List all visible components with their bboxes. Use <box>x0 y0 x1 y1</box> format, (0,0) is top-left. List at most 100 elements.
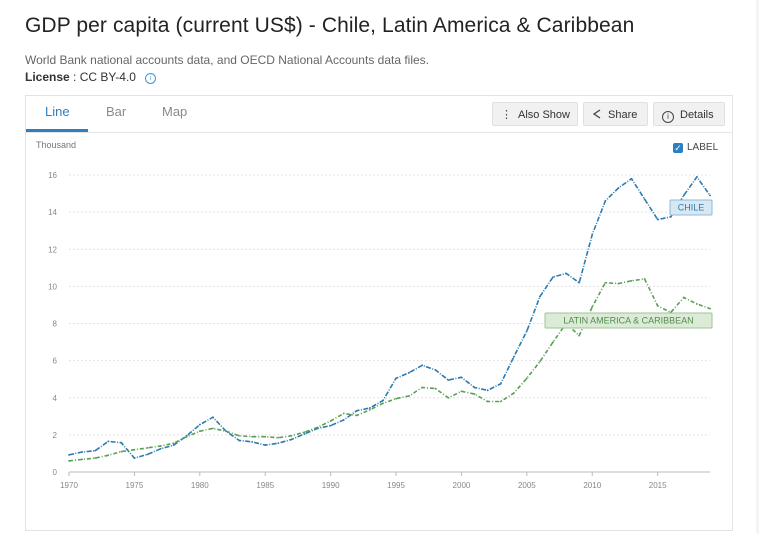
series-label-chile-box <box>669 199 713 216</box>
data-point-latam-1999 <box>447 396 450 399</box>
page-title: GDP per capita (current US$) - Chile, La… <box>25 14 635 37</box>
label-checkbox[interactable]: ✓ LABEL <box>673 142 718 153</box>
y-tick-label-2: 2 <box>53 431 58 440</box>
data-point-latam-1990 <box>329 420 332 422</box>
data-point-latam-1976 <box>146 446 149 449</box>
data-point-chile-2008 <box>565 272 568 275</box>
x-tick-label-2010: 2010 <box>583 481 601 490</box>
y-axis-units-label: Thousand <box>36 140 77 150</box>
info-circle-icon: i <box>662 103 674 127</box>
y-tick-label-12: 12 <box>48 245 57 254</box>
data-point-latam-1982 <box>225 430 227 433</box>
details-label: Details <box>680 109 714 121</box>
y-tick-label-8: 8 <box>53 320 58 329</box>
data-point-latam-2019 <box>709 307 711 310</box>
tab-bar[interactable]: Bar <box>106 104 127 119</box>
also-show-label: Also Show <box>518 109 570 121</box>
data-point-latam-2015 <box>656 304 659 307</box>
details-button[interactable]: i Details <box>653 102 725 126</box>
data-point-chile-1981 <box>211 416 214 419</box>
data-point-latam-1997 <box>421 386 424 389</box>
data-point-chile-1988 <box>303 433 306 435</box>
data-point-latam-1980 <box>198 430 201 433</box>
data-point-chile-1990 <box>329 424 332 427</box>
data-point-chile-1994 <box>382 399 384 402</box>
data-point-latam-2001 <box>473 393 476 395</box>
y-tick-label-16: 16 <box>48 171 57 180</box>
x-tick-label-1970: 1970 <box>60 481 78 490</box>
data-point-chile-1971 <box>81 451 83 453</box>
data-point-chile-1991 <box>342 419 345 421</box>
share-label: Share <box>608 109 638 121</box>
data-point-latam-2009 <box>578 334 581 337</box>
data-point-latam-2017 <box>682 296 685 299</box>
data-point-chile-1978 <box>172 444 175 446</box>
data-point-latam-2003 <box>499 400 502 403</box>
tab-line[interactable]: Line <box>45 104 70 119</box>
share-button[interactable]: Share <box>583 102 648 126</box>
data-point-latam-1994 <box>382 402 384 405</box>
data-point-latam-1975 <box>133 448 136 451</box>
info-icon[interactable]: i <box>145 73 157 84</box>
data-point-chile-1993 <box>368 407 371 409</box>
data-point-latam-1974 <box>120 450 123 453</box>
data-point-latam-2002 <box>486 400 489 403</box>
series-label-latam-box <box>544 312 713 329</box>
x-tick-label-1985: 1985 <box>256 481 274 490</box>
data-point-latam-2014 <box>643 278 646 280</box>
y-tick-label-10: 10 <box>48 282 57 291</box>
tab-map[interactable]: Map <box>162 104 188 119</box>
x-tick-label-1980: 1980 <box>191 481 209 490</box>
data-point-chile-1977 <box>159 447 162 450</box>
data-point-latam-1986 <box>277 436 280 439</box>
active-tab-indicator <box>26 129 88 132</box>
y-tick-label-6: 6 <box>53 357 58 366</box>
data-point-latam-1987 <box>290 434 293 437</box>
data-point-chile-2000 <box>460 376 463 379</box>
label-checkbox-text: LABEL <box>687 142 719 153</box>
data-point-chile-2005 <box>525 330 528 332</box>
share-icon <box>592 103 602 127</box>
data-point-latam-2000 <box>460 390 463 393</box>
data-point-latam-1991 <box>342 412 345 415</box>
data-point-chile-1992 <box>355 409 358 412</box>
vertical-ellipsis-icon: ⋮ <box>501 109 512 121</box>
data-point-latam-1989 <box>316 426 319 429</box>
x-tick-label-2000: 2000 <box>453 481 471 490</box>
data-point-latam-1972 <box>94 457 97 459</box>
data-point-chile-1997 <box>421 364 424 367</box>
series-line-chile <box>68 176 711 459</box>
series-label-latam: LATIN AMERICA & CARIBBEAN <box>563 316 693 326</box>
data-point-chile-1985 <box>264 444 267 446</box>
data-point-latam-1988 <box>303 431 306 433</box>
x-tick-label-1975: 1975 <box>126 481 144 490</box>
data-point-latam-2018 <box>696 303 698 305</box>
x-tick-label-2015: 2015 <box>649 481 667 490</box>
data-point-latam-2005 <box>525 377 528 380</box>
x-tick-label-1995: 1995 <box>387 481 405 490</box>
line-chart: 0 2 4 6 8 10 12 14 16 1970 1975 1980 1985 1990 1995 200… <box>48 171 713 490</box>
data-point-chile-2019 <box>709 194 711 197</box>
data-point-latam-1978 <box>172 442 175 445</box>
series-label-chile: CHILE <box>678 203 705 213</box>
y-tick-label-0: 0 <box>53 468 58 477</box>
data-point-latam-1983 <box>238 434 240 437</box>
data-point-latam-2004 <box>512 392 515 395</box>
data-point-chile-1998 <box>434 369 437 371</box>
data-point-latam-1993 <box>368 408 371 411</box>
data-point-latam-1992 <box>355 414 358 417</box>
data-point-chile-2007 <box>552 276 554 278</box>
data-point-latam-2011 <box>604 281 607 284</box>
data-point-latam-2006 <box>539 360 541 363</box>
data-point-chile-2014 <box>643 198 646 201</box>
data-point-chile-2015 <box>656 218 659 221</box>
data-point-chile-2001 <box>473 386 476 389</box>
y-tick-label-14: 14 <box>48 208 57 217</box>
y-tick-label-4: 4 <box>53 394 58 403</box>
data-point-latam-2012 <box>617 282 620 285</box>
also-show-button[interactable]: ⋮ Also Show <box>492 102 578 126</box>
license-value: : CC BY-4.0 <box>73 70 136 84</box>
data-point-chile-1975 <box>133 457 136 459</box>
data-point-latam-1984 <box>251 435 254 438</box>
data-point-chile-2009 <box>578 281 581 284</box>
